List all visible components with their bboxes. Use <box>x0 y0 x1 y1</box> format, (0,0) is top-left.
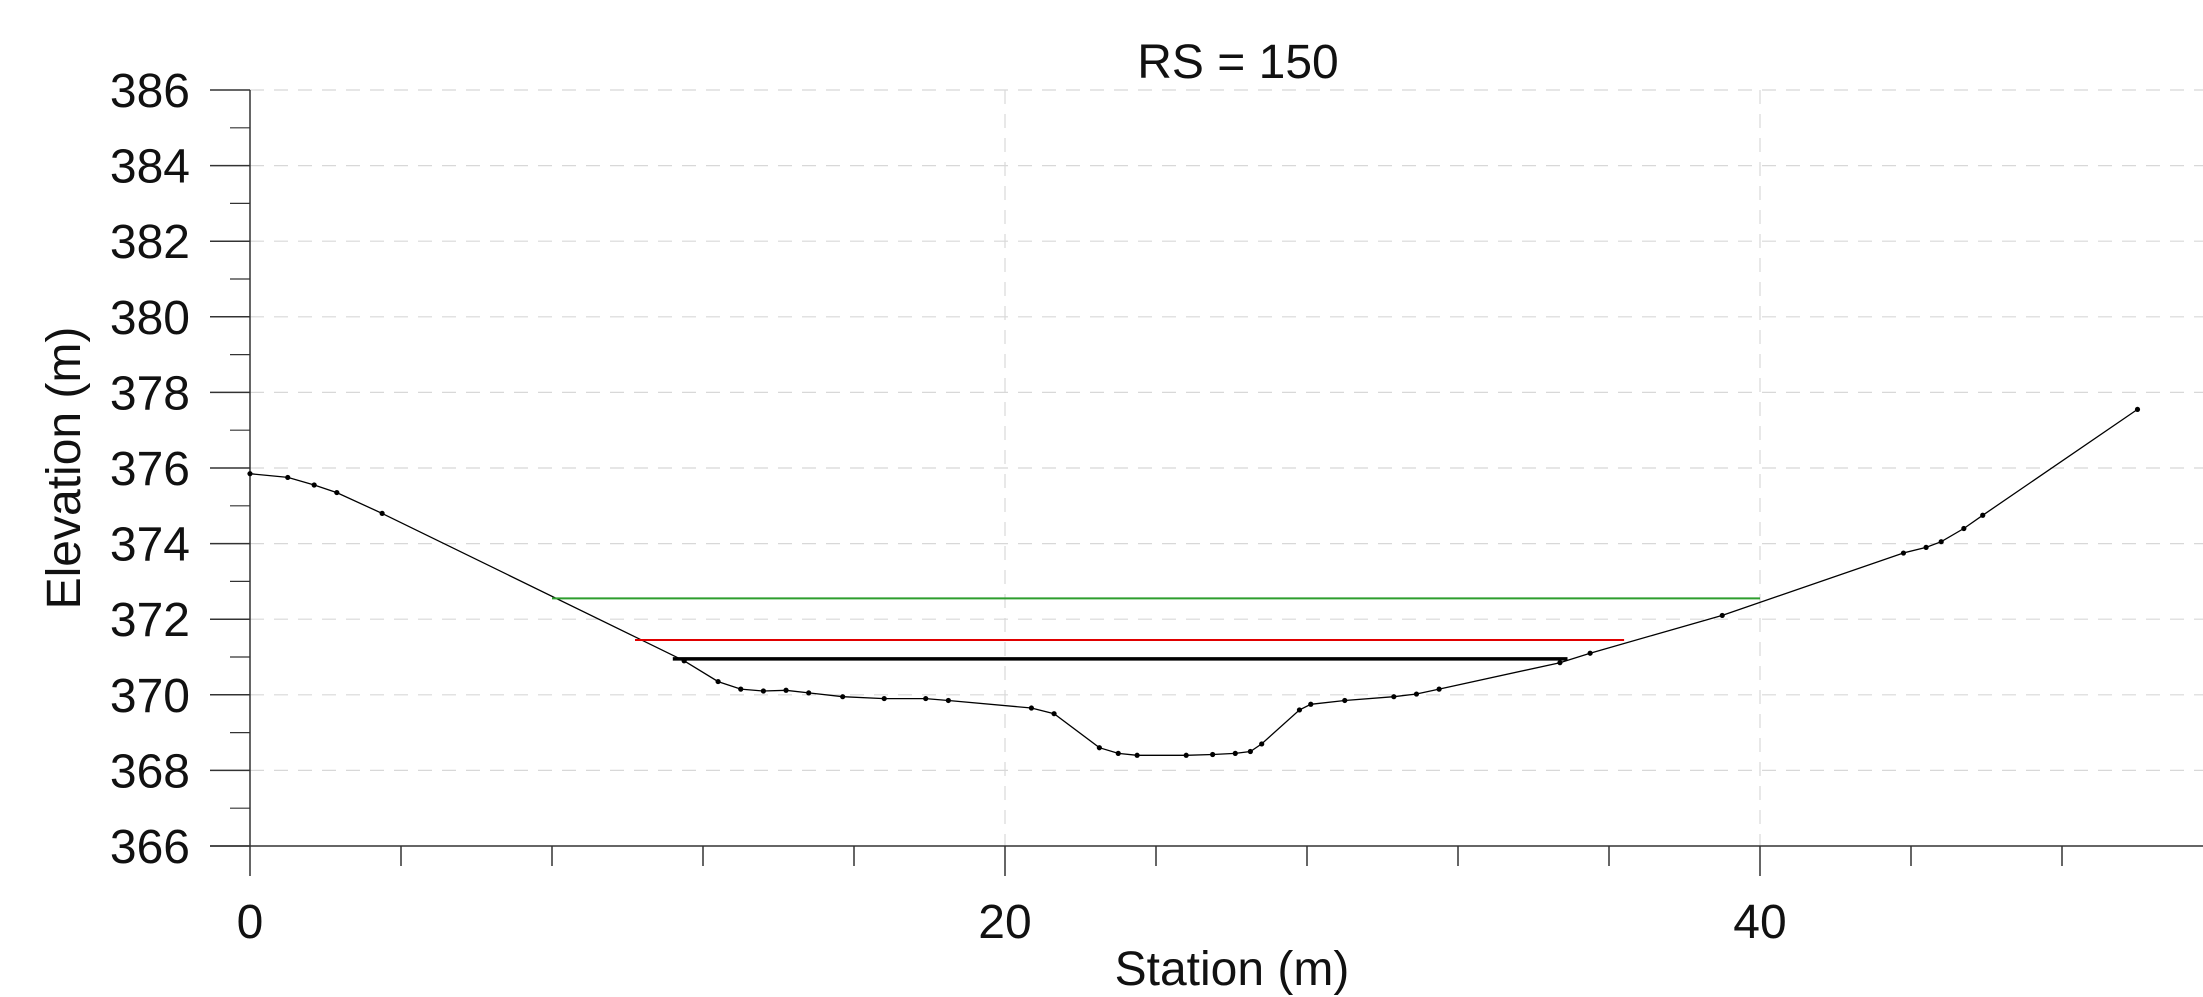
ground-point <box>1259 741 1265 747</box>
ground-point <box>1210 751 1216 758</box>
ground-point <box>1183 752 1189 758</box>
ground-point <box>1587 650 1593 656</box>
ground-point <box>1342 697 1348 704</box>
ground-point <box>1134 752 1140 758</box>
y-tick-label: 372 <box>110 594 190 647</box>
ground-point <box>1115 750 1121 756</box>
axes <box>210 89 2203 876</box>
ground-point <box>1980 512 1986 518</box>
ground-point <box>311 482 317 488</box>
ground-point <box>334 489 340 496</box>
y-tick-label: 384 <box>110 141 190 194</box>
ground-point <box>738 686 744 692</box>
ground-point <box>806 690 812 696</box>
y-tick-label: 386 <box>110 65 190 118</box>
ground-point <box>1719 612 1725 619</box>
x-tick-label: 20 <box>978 896 1031 949</box>
x-tick-label: 40 <box>1733 896 1786 949</box>
y-tick-label: 378 <box>110 367 190 420</box>
plot-series <box>247 406 2141 758</box>
y-tick-label: 376 <box>110 443 190 496</box>
ground-point <box>1436 686 1442 692</box>
y-tick-label: 374 <box>110 519 190 572</box>
ground-point <box>1096 745 1102 751</box>
x-axis-title: Station (m) <box>1115 943 1350 996</box>
ground-point <box>1413 691 1420 697</box>
grid-lines <box>250 89 2203 846</box>
ground-point <box>1923 544 1929 550</box>
ground-point <box>923 695 929 702</box>
y-tick-label: 366 <box>110 821 190 874</box>
ground-point <box>881 695 887 702</box>
ground-point <box>1900 550 1907 556</box>
ground-point <box>1247 748 1253 755</box>
y-axis-title: Elevation (m) <box>38 327 91 610</box>
ground-point <box>1557 660 1563 666</box>
ground-point <box>1308 701 1314 707</box>
y-tick-label: 380 <box>110 292 190 345</box>
ground-point <box>840 694 846 700</box>
y-tick-label: 382 <box>110 216 190 269</box>
ground-point <box>1961 525 1967 532</box>
ground-point <box>1296 707 1303 713</box>
ground-point <box>1051 711 1057 717</box>
ground-point <box>285 474 291 481</box>
ground-point <box>1938 539 1944 545</box>
ground-profile-line <box>249 408 2138 756</box>
chart-title: RS = 150 <box>1137 36 1338 89</box>
y-tick-label: 368 <box>110 745 190 798</box>
ground-point <box>1391 694 1397 700</box>
ground-point <box>783 687 789 693</box>
ground-point <box>379 510 385 516</box>
ground-point <box>760 688 767 694</box>
ground-point <box>945 697 951 704</box>
x-tick-label: 0 <box>237 896 264 949</box>
ground-point <box>1232 750 1238 756</box>
tick-labels: 366 368 370 372 374 376 378 380 382 384 386 0 20 40 <box>110 65 1787 949</box>
y-tick-label: 370 <box>110 670 190 723</box>
ground-point <box>2134 406 2141 413</box>
ground-point <box>715 678 721 685</box>
ground-point <box>247 471 253 477</box>
ground-point <box>1028 705 1035 711</box>
